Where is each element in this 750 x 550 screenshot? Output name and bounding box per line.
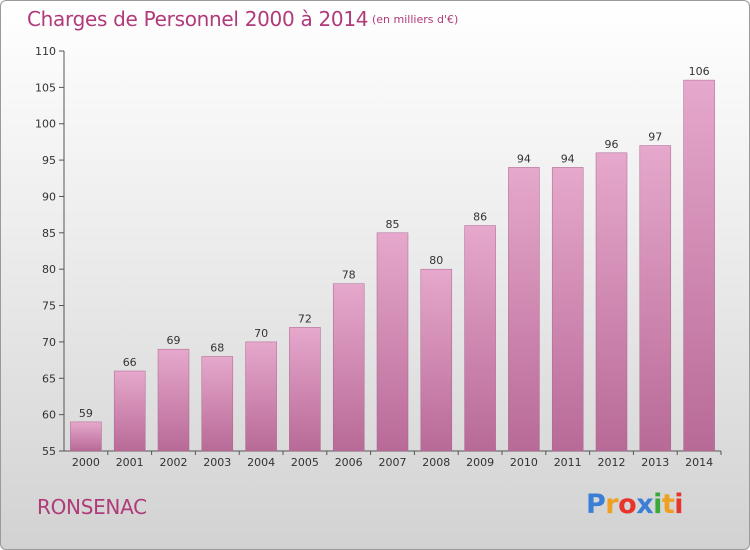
x-tick-label: 2014 (685, 456, 713, 469)
data-label: 106 (689, 65, 710, 78)
y-tick-label: 65 (42, 372, 56, 385)
data-label: 94 (517, 152, 531, 165)
logo-letter: i (653, 489, 662, 520)
data-label: 80 (429, 254, 443, 267)
y-tick-label: 80 (42, 263, 56, 276)
y-tick-label: 110 (35, 45, 56, 58)
bar (683, 79, 715, 452)
y-tick-label: 60 (42, 409, 56, 422)
logo-letter: t (661, 489, 675, 520)
y-tick-label: 75 (42, 300, 56, 313)
bar (70, 421, 102, 452)
x-tick-label: 2003 (203, 456, 231, 469)
y-tick-label: 55 (42, 445, 56, 458)
y-tick-label: 105 (35, 81, 56, 94)
data-label: 59 (79, 407, 93, 420)
logo-letter: P (586, 489, 606, 520)
x-tick-label: 2011 (554, 456, 582, 469)
bar (508, 167, 540, 452)
logo-letter: x (636, 489, 654, 520)
bar (113, 370, 146, 452)
x-tick-label: 2006 (335, 456, 363, 469)
bar (289, 327, 321, 452)
bar (595, 152, 628, 452)
logo-letter: o (618, 489, 637, 520)
chart-subtitle: (en milliers d'€) (372, 13, 459, 26)
x-tick-label: 2005 (291, 456, 319, 469)
bar (464, 225, 496, 452)
bar (245, 341, 277, 452)
bar (201, 356, 234, 452)
data-label: 78 (342, 269, 356, 282)
x-tick-label: 2007 (379, 456, 407, 469)
x-tick-label: 2004 (247, 456, 275, 469)
x-tick-label: 2013 (641, 456, 669, 469)
data-label: 97 (648, 131, 662, 144)
logo-letter: r (605, 489, 619, 520)
data-label: 66 (123, 356, 137, 369)
data-label: 86 (473, 211, 487, 224)
bar (420, 268, 453, 452)
bar (157, 348, 190, 452)
x-tick-label: 2002 (160, 456, 188, 469)
y-tick-label: 85 (42, 227, 56, 240)
data-label: 85 (386, 218, 400, 231)
chart-title: Charges de Personnel 2000 à 2014 (27, 7, 369, 31)
y-tick-label: 70 (42, 336, 56, 349)
data-label: 96 (605, 138, 619, 151)
logo-letter: i (674, 489, 684, 520)
bar (551, 167, 584, 452)
bar (376, 232, 409, 452)
bar (332, 283, 365, 452)
data-label: 72 (298, 312, 312, 325)
y-tick-label: 100 (35, 118, 56, 131)
proxiti-logo: Proxiti (586, 489, 684, 520)
x-tick-label: 2012 (598, 456, 626, 469)
x-tick-label: 2008 (422, 456, 450, 469)
x-tick-label: 2009 (466, 456, 494, 469)
bar (639, 145, 672, 452)
data-label: 68 (210, 341, 224, 354)
x-tick-label: 2001 (116, 456, 144, 469)
y-tick-label: 90 (42, 190, 56, 203)
data-label: 69 (167, 334, 181, 347)
x-tick-label: 2000 (72, 456, 100, 469)
y-tick-label: 95 (42, 154, 56, 167)
data-label: 70 (254, 327, 268, 340)
commune-name: RONSENAC (37, 495, 147, 519)
x-tick-label: 2010 (510, 456, 538, 469)
data-label: 94 (561, 152, 575, 165)
